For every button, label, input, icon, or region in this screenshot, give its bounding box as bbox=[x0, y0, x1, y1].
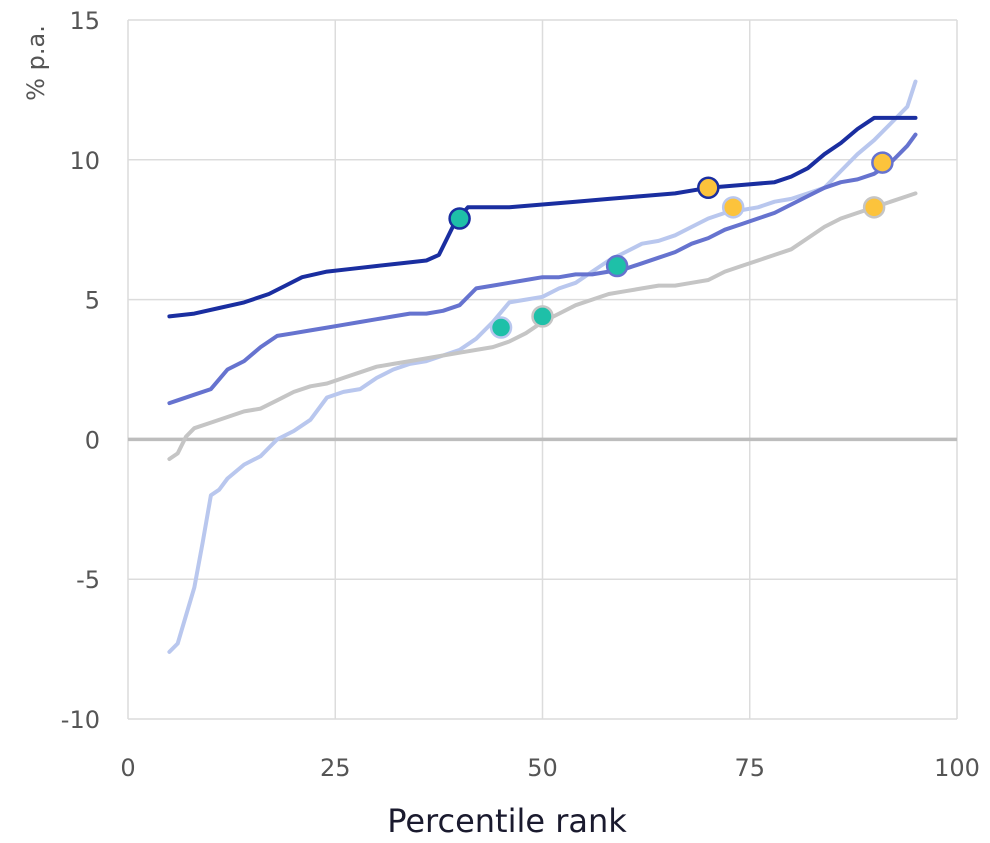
y-axis-title: % p.a. bbox=[22, 25, 50, 101]
data-point-3 bbox=[531, 305, 554, 328]
y-tick-label-4: 10 bbox=[69, 147, 100, 175]
data-point-2 bbox=[489, 316, 513, 339]
y-tick-label-1: -5 bbox=[76, 566, 100, 594]
data-point-6 bbox=[721, 196, 745, 219]
series-group bbox=[167, 79, 918, 654]
series-line-3 bbox=[167, 115, 918, 319]
data-point-0 bbox=[448, 207, 471, 230]
x-tick-labels: 0 25 50 75 100 bbox=[120, 754, 980, 782]
data-point-5 bbox=[871, 151, 894, 174]
x-axis-title: Percentile rank bbox=[387, 802, 627, 840]
data-point-4 bbox=[697, 176, 720, 200]
grid bbox=[127, 19, 958, 720]
y-tick-labels: -10 -5 0 5 10 15 bbox=[61, 7, 100, 734]
x-tick-label-2: 50 bbox=[527, 754, 558, 782]
y-tick-label-5: 15 bbox=[69, 7, 100, 35]
data-point-1 bbox=[605, 254, 629, 278]
series-line-2 bbox=[167, 132, 918, 406]
x-tick-label-3: 75 bbox=[734, 754, 765, 782]
x-tick-label-0: 0 bbox=[120, 754, 135, 782]
series-line-1 bbox=[167, 191, 918, 461]
data-point-7 bbox=[862, 196, 886, 219]
y-tick-label-2: 0 bbox=[85, 426, 100, 454]
x-tick-label-1: 25 bbox=[320, 754, 351, 782]
x-tick-label-4: 100 bbox=[934, 754, 980, 782]
series-line-0 bbox=[167, 79, 918, 654]
y-tick-label-3: 5 bbox=[85, 287, 100, 315]
marker-group bbox=[448, 151, 894, 339]
y-tick-label-0: -10 bbox=[61, 706, 100, 734]
